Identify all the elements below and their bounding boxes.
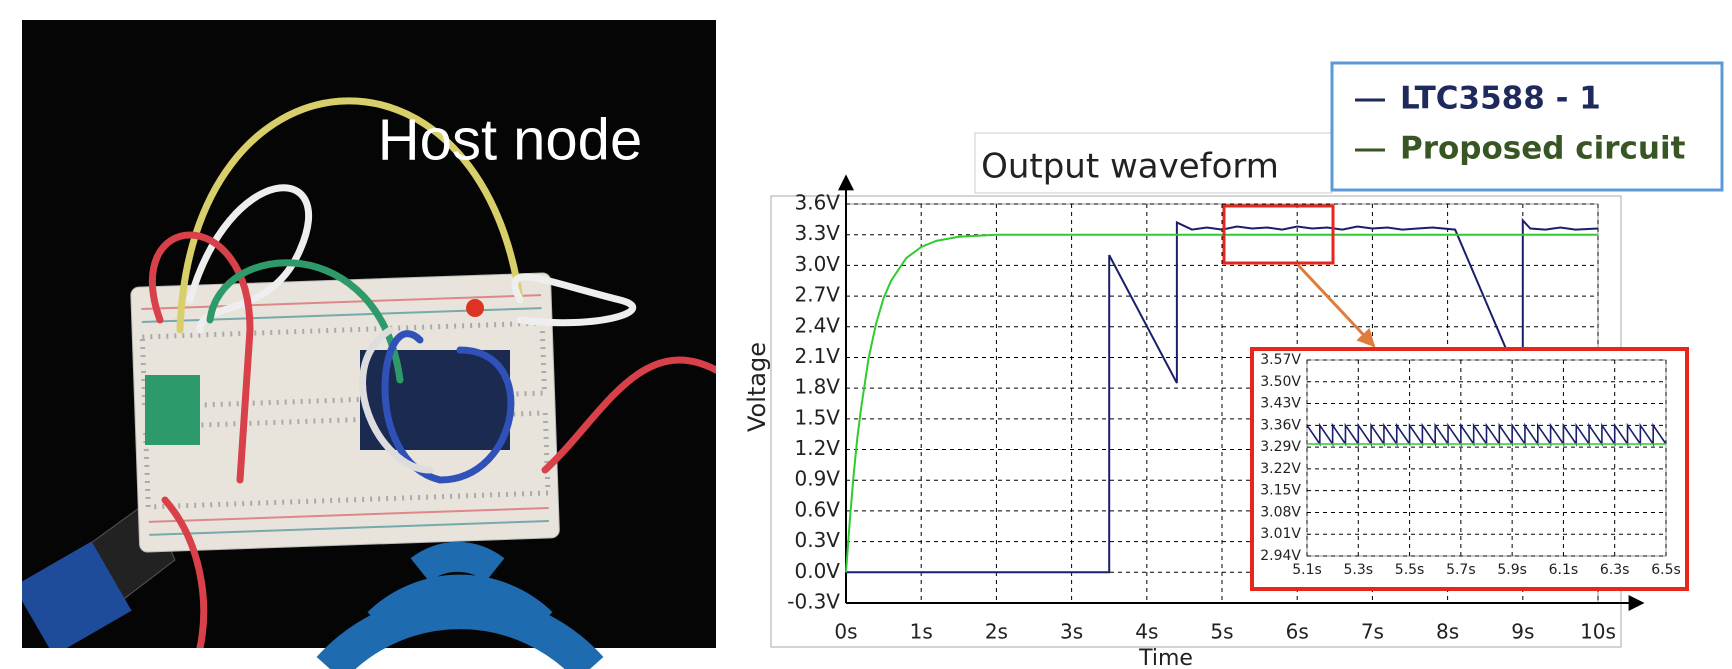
y-tick-label: 3.36V	[1260, 417, 1301, 433]
x-axis-label: Time	[1138, 646, 1193, 669]
zoom-arrow	[1296, 263, 1376, 348]
x-tick-label: 5.9s	[1497, 562, 1527, 578]
x-tick-label: 6.3s	[1600, 562, 1630, 578]
y-tick-label: 3.22V	[1260, 461, 1301, 477]
x-tick-label: 4s	[1135, 620, 1158, 644]
series-line	[845, 233, 1598, 573]
x-tick-label: 1s	[910, 620, 933, 644]
y-tick-label: 3.29V	[1260, 439, 1301, 455]
y-tick-label: 3.57V	[1260, 352, 1301, 368]
y-tick-label: 1.5V	[795, 405, 841, 429]
x-tick-label: 6.5s	[1651, 562, 1681, 578]
wireless-icon	[316, 541, 604, 669]
y-tick-label: -0.3V	[787, 590, 840, 614]
main-chart: -0.3V 0.0V 0.3V 0.6V 0.9V 1.2V 1.5V 1.8V 2.1V 2.4…	[787, 174, 1645, 644]
x-tick-label: 7s	[1361, 620, 1384, 644]
y-axis-label: Voltage	[743, 342, 771, 432]
x-tick-label: 5.5s	[1395, 562, 1425, 578]
x-tick-label: 6s	[1286, 620, 1309, 644]
y-tick-label: 2.4V	[795, 313, 841, 337]
y-tick-label: 1.2V	[795, 436, 841, 460]
title-box	[974, 132, 1333, 194]
y-tick-label: 3.0V	[795, 252, 841, 276]
series-line	[846, 217, 1599, 574]
y-tick-label: 3.3V	[795, 221, 841, 245]
series-line	[1306, 422, 1667, 447]
y-tick-label: 0.0V	[795, 559, 841, 583]
battery-label	[22, 541, 132, 648]
y-tick-label: 3.01V	[1260, 526, 1301, 542]
y-tick-label: 3.43V	[1260, 396, 1301, 412]
wires	[148, 97, 716, 648]
legend-label: LTC3588 - 1	[1400, 81, 1601, 117]
x-tick-label: 5s	[1210, 620, 1233, 644]
y-tick-label: 0.9V	[795, 467, 841, 491]
y-tick-label: 2.1V	[795, 344, 841, 368]
chart-title: Output waveform	[981, 147, 1279, 187]
y-tick-label: 2.94V	[1260, 548, 1301, 564]
photo-caption: Host node	[378, 107, 642, 172]
legend: LTC3588 - 1 Proposed circuit	[1355, 81, 1686, 167]
led	[466, 299, 484, 317]
y-tick-label: 3.50V	[1260, 374, 1301, 390]
x-tick-label: 5.3s	[1344, 562, 1374, 578]
x-tick-label: 2s	[985, 620, 1008, 644]
photo: Host node	[22, 20, 716, 648]
x-tick-label: 5.7s	[1446, 562, 1476, 578]
zoom-region	[1222, 204, 1335, 265]
x-tick-label: 9s	[1511, 620, 1534, 644]
y-tick-label: 3.08V	[1260, 504, 1301, 520]
y-tick-label: 1.8V	[795, 375, 841, 399]
y-tick-label: 0.6V	[795, 497, 841, 521]
x-tick-label: 5.1s	[1292, 562, 1322, 578]
x-tick-label: 0s	[834, 620, 857, 644]
x-tick-label: 8s	[1436, 620, 1459, 644]
y-tick-label: 3.6V	[795, 191, 841, 215]
x-tick-label: 10s	[1580, 620, 1616, 644]
legend-label: Proposed circuit	[1400, 131, 1686, 167]
x-tick-label: 3s	[1060, 620, 1083, 644]
y-tick-label: 3.15V	[1260, 483, 1301, 499]
legend-box	[1330, 61, 1724, 192]
module	[145, 375, 200, 445]
y-tick-label: 2.7V	[795, 283, 841, 307]
inset-chart: 2.94V 3.01V 3.08V 3.15V 3.22V 3.29V 3.36V 3.43V…	[1260, 352, 1681, 578]
y-tick-label: 0.3V	[795, 528, 841, 552]
x-tick-label: 6.1s	[1549, 562, 1579, 578]
